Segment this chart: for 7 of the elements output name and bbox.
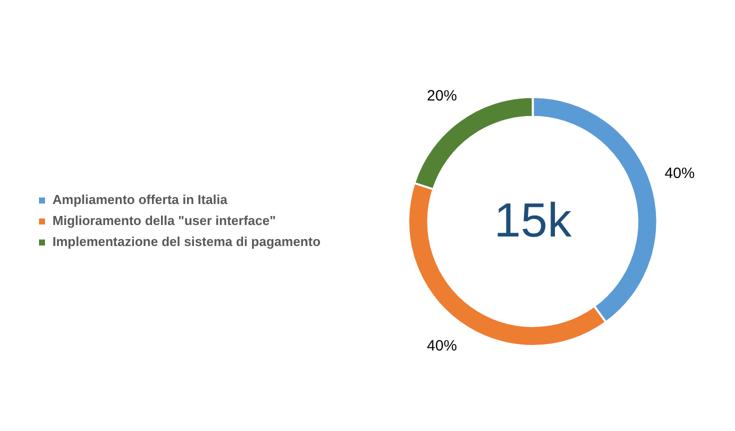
- legend-label: Miglioramento della "user interface": [52, 213, 276, 228]
- data-label: 40%: [426, 338, 457, 355]
- text: 15k: [494, 194, 572, 248]
- data-label: 40%: [664, 164, 695, 182]
- legend-label: Ampliamento offerta in Italia: [52, 192, 228, 208]
- legend-label: Implementazione del sistema di pagamento: [52, 234, 321, 250]
- data-label: 20%: [426, 88, 457, 105]
